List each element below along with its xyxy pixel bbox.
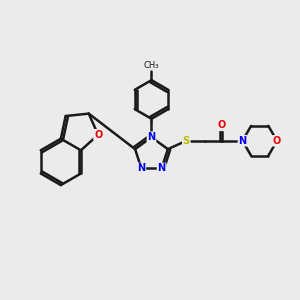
Text: S: S [183, 136, 190, 146]
Text: O: O [273, 136, 281, 146]
Text: O: O [218, 120, 226, 130]
Text: N: N [137, 164, 146, 173]
Text: CH₃: CH₃ [144, 61, 159, 70]
Text: N: N [238, 136, 247, 146]
Text: N: N [147, 132, 155, 142]
Text: O: O [94, 130, 102, 140]
Text: N: N [158, 164, 166, 173]
